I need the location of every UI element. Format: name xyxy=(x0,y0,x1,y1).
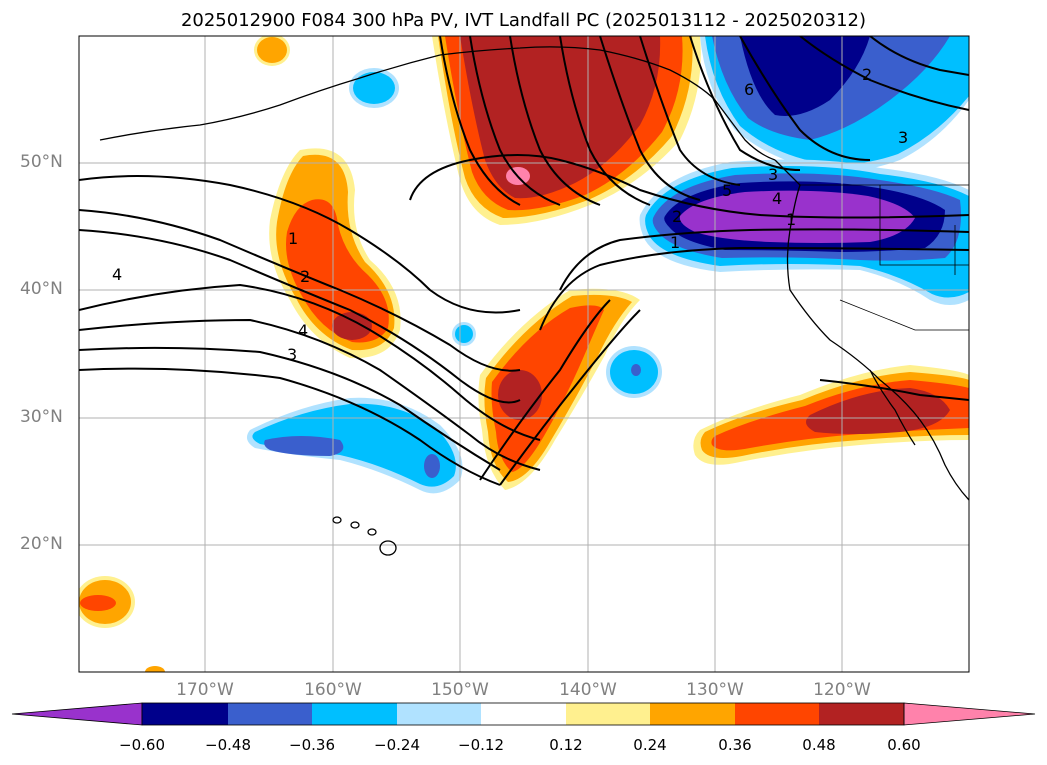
map-title: 2025012900 F084 300 hPa PV, IVT Landfall… xyxy=(180,10,867,31)
colorbar-tick-label: −0.36 xyxy=(289,736,335,754)
contour-label: 1 xyxy=(670,233,680,252)
contour-label: 2 xyxy=(300,267,310,286)
contour-label: 1 xyxy=(288,229,298,248)
lat-label: 40°N xyxy=(20,279,63,299)
contour-label: 3 xyxy=(768,165,778,184)
colorbar-bin xyxy=(650,703,735,725)
colorbar-tick-label: −0.12 xyxy=(458,736,504,754)
colorbar-tick-label: 0.48 xyxy=(802,736,836,754)
colorbar-bin xyxy=(397,703,481,725)
plot-area: 1 2 4 3 4 1 2 3 4 5 6 3 2 1 xyxy=(79,36,969,672)
lon-label: 140°W xyxy=(559,680,617,700)
lat-label: 30°N xyxy=(20,407,63,427)
contour-label: 4 xyxy=(298,321,308,340)
positive-anomaly-fields xyxy=(79,36,969,672)
contour-label: 3 xyxy=(898,128,908,147)
contour-label: 4 xyxy=(772,189,782,208)
contour-label: 4 xyxy=(112,265,122,284)
lon-label: 160°W xyxy=(304,680,362,700)
colorbar-bin xyxy=(142,703,228,725)
colorbar-bin xyxy=(481,703,566,725)
colorbar-tick-label: −0.24 xyxy=(374,736,420,754)
colorbar-tick-label: 0.12 xyxy=(549,736,583,754)
lon-label: 170°W xyxy=(176,680,234,700)
political-borders xyxy=(800,184,969,331)
contour-label: 2 xyxy=(672,207,682,226)
lon-label: 120°W xyxy=(813,680,871,700)
colorbar-extend-low xyxy=(11,702,143,726)
colorbar-extend-high xyxy=(903,702,1036,726)
colorbar-bin xyxy=(312,703,397,725)
contour-label: 3 xyxy=(287,345,297,364)
colorbar-bin xyxy=(819,703,904,725)
plot-frame xyxy=(78,35,970,673)
contour-label: 6 xyxy=(744,80,754,99)
colorbar-bin xyxy=(735,703,819,725)
coastlines xyxy=(99,46,969,556)
contour-label: 1 xyxy=(786,210,796,229)
lon-label: 130°W xyxy=(686,680,744,700)
lat-label: 50°N xyxy=(20,152,63,172)
lon-label: 150°W xyxy=(431,680,489,700)
colorbar-tick-label: −0.48 xyxy=(205,736,251,754)
contour-label: 2 xyxy=(862,65,872,84)
colorbar-tick-label: −0.60 xyxy=(119,736,165,754)
graticule xyxy=(79,36,969,672)
lat-label: 20°N xyxy=(20,534,63,554)
colorbar-tick-label: 0.24 xyxy=(633,736,667,754)
colorbar-bin xyxy=(228,703,312,725)
negative-anomaly-fields xyxy=(246,36,969,494)
contour-label: 5 xyxy=(722,181,732,200)
contour-labels: 1 2 4 3 4 1 2 3 4 5 6 3 2 1 xyxy=(112,65,908,364)
colorbar-tick-label: 0.36 xyxy=(718,736,752,754)
colorbar xyxy=(11,702,1036,726)
colorbar-bin xyxy=(566,703,650,725)
colorbar-tick-label: 0.60 xyxy=(887,736,921,754)
pv-contours xyxy=(79,36,969,486)
